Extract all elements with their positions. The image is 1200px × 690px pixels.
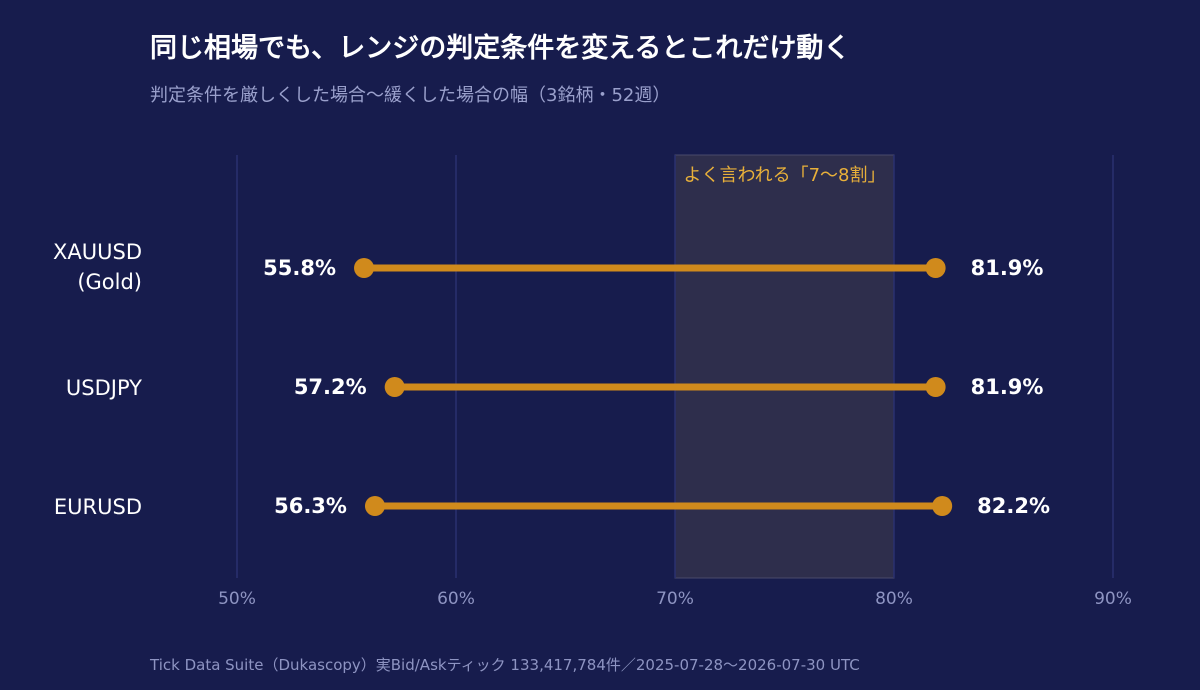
high-point-2 xyxy=(932,496,953,516)
chart-subtitle: 判定条件を厳しくした場合〜緩くした場合の幅（3銘柄・52週） xyxy=(150,85,671,106)
low-value-label-2: 56.3% xyxy=(274,494,347,518)
x-tick-label-70: 70% xyxy=(656,589,694,609)
high-point-0 xyxy=(925,258,946,278)
high-point-1 xyxy=(925,377,946,397)
high-value-label-1: 81.9% xyxy=(971,375,1044,399)
band-label: よく言われる「7〜8割」 xyxy=(683,165,885,186)
x-tick-label-90: 90% xyxy=(1094,589,1132,609)
category-label-2-0: EURUSD xyxy=(54,495,142,519)
x-tick-label-50: 50% xyxy=(218,589,256,609)
low-point-1 xyxy=(384,377,405,397)
category-label-0-1: (Gold) xyxy=(77,270,142,294)
low-point-0 xyxy=(354,258,375,278)
x-tick-label-60: 60% xyxy=(437,589,475,609)
low-point-2 xyxy=(364,496,385,516)
x-tick-label-80: 80% xyxy=(875,589,913,609)
low-value-label-0: 55.8% xyxy=(263,256,336,280)
chart-title: 同じ相場でも、レンジの判定条件を変えるとこれだけ動く xyxy=(150,33,851,64)
highlight-band xyxy=(674,154,895,579)
category-label-1-0: USDJPY xyxy=(66,376,142,400)
category-label-0-0: XAUUSD xyxy=(53,240,142,264)
source-footer: Tick Data Suite（Dukascopy）実Bid/Askティック 1… xyxy=(150,656,860,674)
high-value-label-0: 81.9% xyxy=(971,256,1044,280)
high-value-label-2: 82.2% xyxy=(977,494,1050,518)
low-value-label-1: 57.2% xyxy=(294,375,367,399)
